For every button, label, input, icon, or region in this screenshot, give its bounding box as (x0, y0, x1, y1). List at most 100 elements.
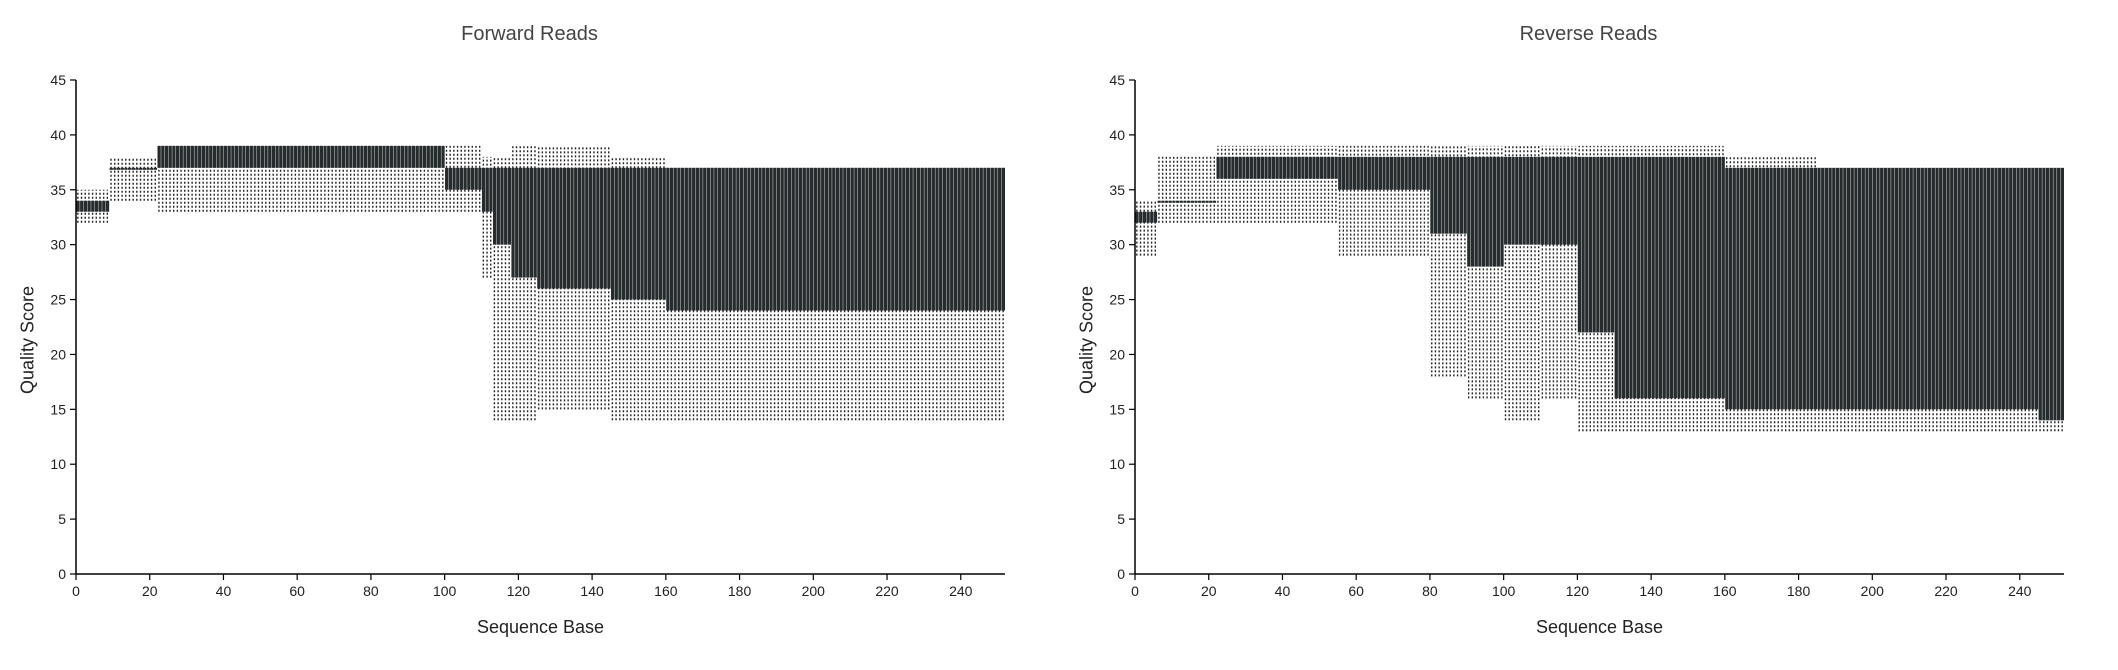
y-tick-label: 25 (50, 292, 66, 308)
box (1739, 167, 1744, 410)
box (961, 167, 965, 311)
box (113, 167, 117, 170)
box (1227, 156, 1231, 179)
box (183, 145, 187, 168)
box (1478, 156, 1482, 267)
box (832, 167, 836, 311)
box (684, 167, 688, 311)
chart-title: Reverse Reads (1519, 23, 1658, 45)
box (445, 167, 449, 190)
box (1544, 156, 1548, 245)
box (360, 145, 364, 168)
box (1846, 167, 1851, 410)
box (504, 167, 508, 245)
box (658, 167, 663, 300)
box (887, 167, 891, 311)
box (1507, 156, 1512, 245)
box (751, 167, 755, 311)
box (1463, 156, 1467, 234)
box (223, 145, 228, 168)
box (316, 145, 320, 168)
box (673, 167, 677, 311)
box (1555, 156, 1559, 245)
box (518, 167, 523, 278)
box (1791, 167, 1795, 410)
box (1633, 156, 1637, 399)
box (1216, 156, 1220, 179)
x-tick-label: 180 (728, 583, 752, 599)
box (680, 167, 685, 311)
box (474, 167, 478, 190)
box (714, 167, 718, 311)
box (419, 145, 423, 168)
box (120, 167, 124, 170)
box (338, 145, 342, 168)
box (544, 167, 548, 289)
box (1677, 156, 1681, 399)
box (1323, 156, 1327, 179)
box (1356, 156, 1360, 190)
box (139, 167, 143, 170)
box (1916, 167, 1921, 410)
box (1415, 156, 1419, 190)
box (1566, 156, 1571, 245)
box (1714, 156, 1718, 399)
box (868, 167, 873, 311)
box (699, 167, 703, 311)
box (175, 145, 180, 168)
box (533, 167, 537, 278)
box (1673, 156, 1677, 399)
box (1658, 156, 1663, 399)
box (1437, 156, 1441, 234)
box (828, 167, 832, 311)
box (190, 145, 194, 168)
box (540, 167, 545, 289)
box (1994, 167, 1998, 410)
box (102, 200, 106, 212)
box (529, 167, 534, 278)
x-tick-label: 0 (72, 583, 80, 599)
box (581, 167, 585, 289)
y-tick-label: 0 (58, 566, 66, 582)
box (1001, 167, 1005, 311)
y-tick-label: 0 (1117, 566, 1125, 582)
box (773, 167, 777, 311)
box (304, 145, 309, 168)
box (375, 145, 379, 168)
box (710, 167, 714, 311)
box (194, 145, 198, 168)
box (998, 167, 1002, 311)
y-tick-label: 40 (50, 127, 66, 143)
box (1924, 167, 1928, 410)
box (1279, 156, 1283, 179)
y-tick-label: 5 (1117, 511, 1125, 527)
box (1577, 156, 1582, 333)
box (880, 167, 884, 311)
box (1201, 200, 1206, 203)
box (1139, 211, 1143, 223)
box (1898, 167, 1902, 410)
box (1817, 167, 1821, 410)
box (422, 145, 427, 168)
box (555, 167, 559, 289)
box (1470, 156, 1475, 267)
x-tick-label: 20 (142, 583, 158, 599)
box (242, 145, 246, 168)
box (2042, 167, 2046, 421)
y-tick-label: 40 (1109, 127, 1125, 143)
box (1212, 200, 1217, 203)
box (1397, 156, 1401, 190)
box (1736, 167, 1740, 410)
x-tick-label: 60 (1348, 583, 1364, 599)
x-tick-label: 240 (949, 583, 973, 599)
box (1869, 167, 1873, 410)
box (389, 145, 394, 168)
box (810, 167, 814, 311)
box (1762, 167, 1766, 410)
chart-title: Forward Reads (461, 23, 598, 45)
box (201, 145, 206, 168)
box (2060, 167, 2064, 421)
box (1839, 167, 1843, 410)
box (212, 145, 217, 168)
box (135, 167, 139, 170)
